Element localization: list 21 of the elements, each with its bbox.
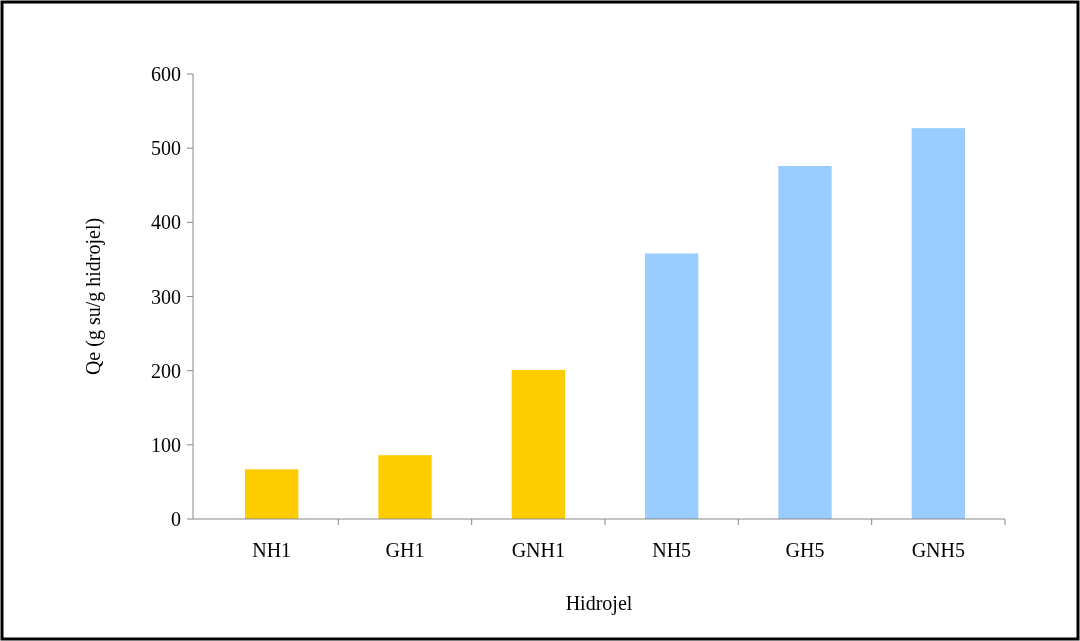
x-tick-label: NH1 — [252, 539, 292, 561]
bar — [245, 469, 299, 519]
y-tick-label: 600 — [151, 63, 181, 85]
x-tick-label: GNH1 — [511, 539, 566, 561]
y-tick-label: 500 — [151, 137, 181, 160]
y-tick-label: 400 — [151, 211, 181, 234]
x-tick-label: NH5 — [652, 539, 692, 561]
x-tick-label: GNH5 — [911, 539, 966, 561]
bar — [911, 128, 965, 519]
bar — [511, 369, 565, 519]
y-tick-label: 200 — [151, 359, 181, 382]
x-axis-title: Hidrojel — [565, 592, 633, 615]
bar — [645, 253, 699, 519]
y-tick-label: 100 — [151, 433, 181, 456]
x-tick-label: GH1 — [385, 539, 425, 561]
y-tick-label: 300 — [151, 285, 181, 308]
y-tick-label: 0 — [171, 508, 181, 530]
bar — [378, 455, 432, 519]
bar — [778, 165, 832, 519]
x-tick-label: GH5 — [785, 539, 825, 561]
y-axis-title: Qe (g su/g hidrojel) — [82, 217, 105, 376]
